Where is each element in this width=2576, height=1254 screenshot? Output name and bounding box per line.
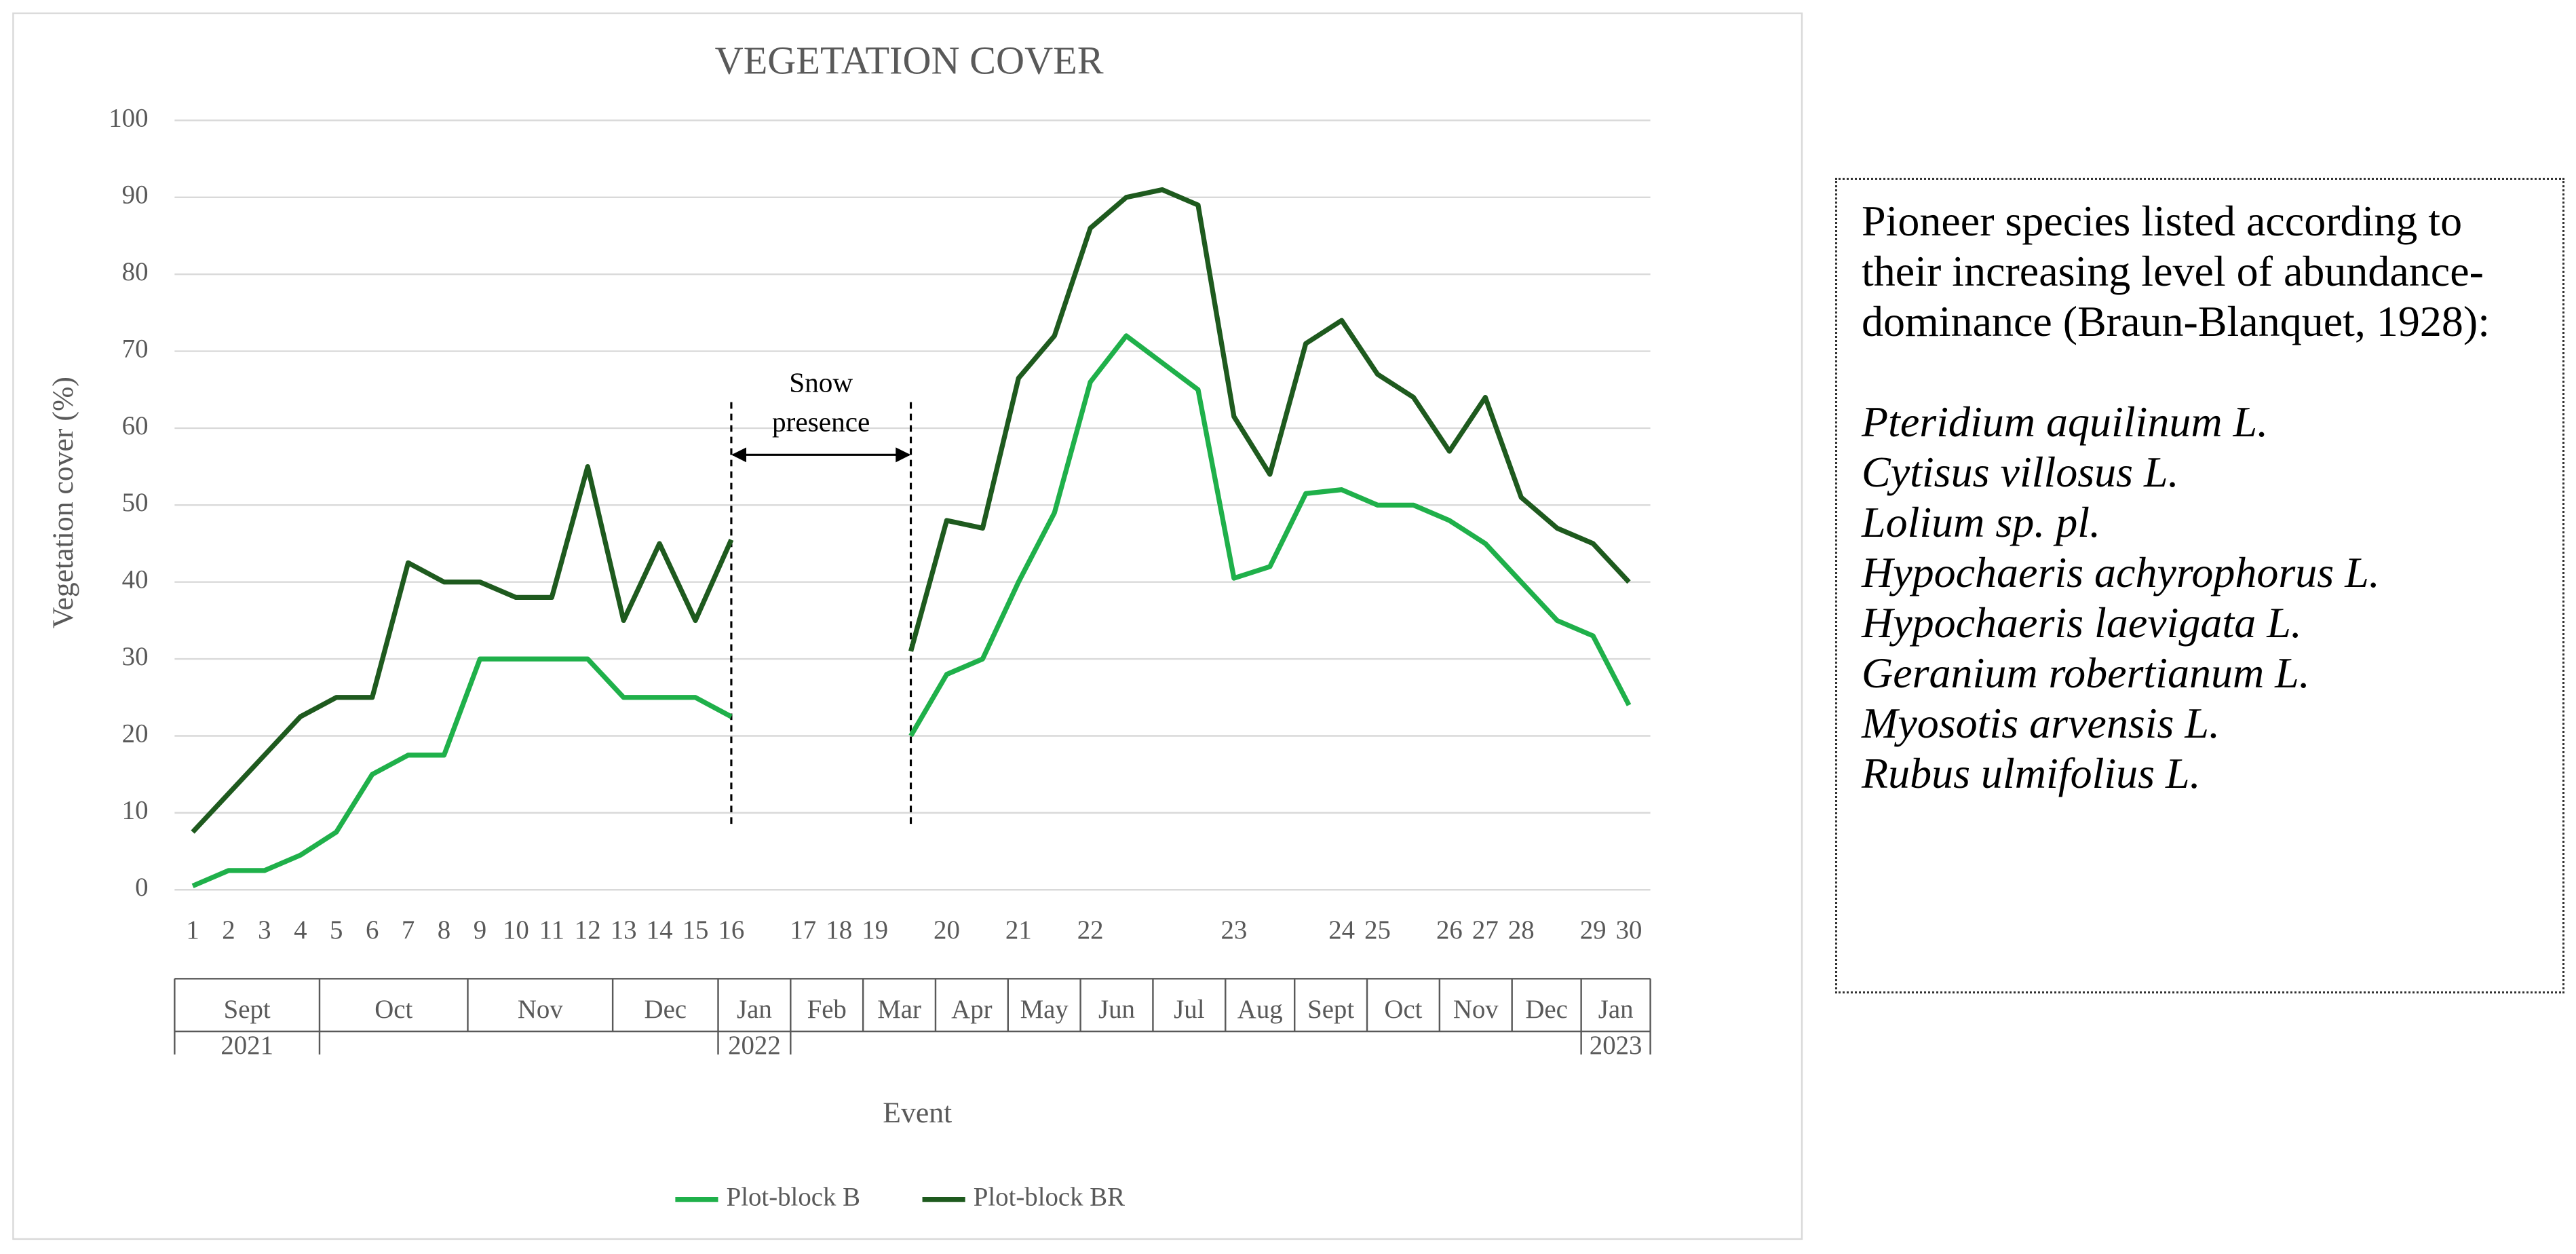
x-tick-label: 20 (934, 915, 960, 945)
y-axis-label: Vegetation cover (%) (47, 377, 79, 628)
month-label: Apr (951, 995, 992, 1024)
species-name: Cytisus villosus L. (1862, 448, 2179, 496)
month-label: May (1020, 995, 1069, 1024)
x-tick-label: 13 (611, 915, 637, 945)
month-label: Mar (877, 995, 921, 1024)
chart-title: VEGETATION COVER (715, 38, 1104, 82)
species-name: Lolium sp. pl. (1862, 498, 2101, 546)
y-tick-label: 60 (122, 411, 149, 440)
chart-frame (12, 12, 1803, 1240)
month-label: Jul (1174, 995, 1205, 1024)
x-tick-label: 29 (1580, 915, 1607, 945)
x-tick-label: 1 (186, 915, 199, 945)
species-name: Myosotis arvensis L. (1862, 699, 2220, 747)
month-label: Aug (1237, 995, 1283, 1024)
x-tick-label: 3 (258, 915, 271, 945)
annotation-line: Snow (789, 367, 853, 398)
annotation: Snow presence (772, 367, 870, 438)
x-tick-label: 30 (1616, 915, 1642, 945)
x-tick-label: 7 (402, 915, 415, 945)
x-tick-label: 2 (222, 915, 235, 945)
year-label: 2021 (220, 1031, 273, 1060)
x-tick-label: 10 (503, 915, 529, 945)
x-tick-label: 4 (294, 915, 307, 945)
x-axis-label: Event (883, 1097, 952, 1129)
series-line (191, 656, 733, 888)
x-tick-label: 19 (862, 915, 888, 945)
x-tick-label: 6 (366, 915, 379, 945)
x-tick-label: 9 (474, 915, 486, 945)
legend-label: Plot-block B (727, 1183, 860, 1212)
y-tick-label: 0 (135, 873, 148, 902)
y-tick-label: 10 (122, 796, 149, 825)
month-label: Nov (1453, 995, 1499, 1024)
species-name: Hypochaeris laevigata L. (1862, 598, 2302, 647)
series-line (908, 187, 1631, 652)
month-label: Jan (737, 995, 772, 1024)
x-tick-label: 23 (1220, 915, 1247, 945)
x-tick-label: 24 (1328, 915, 1355, 945)
x-tick-label: 17 (790, 915, 816, 945)
x-tick-label: 15 (683, 915, 709, 945)
month-label: Oct (374, 995, 412, 1024)
x-tick-label: 26 (1436, 915, 1463, 945)
y-tick-label: 70 (122, 335, 149, 364)
month-label: Dec (1525, 995, 1568, 1024)
species-note: Pioneer species listed according to thei… (1835, 178, 2564, 993)
y-tick-label: 20 (122, 719, 149, 748)
x-tick-label: 28 (1508, 915, 1535, 945)
x-tick-label: 8 (438, 915, 450, 945)
month-label: Sept (224, 995, 271, 1024)
x-tick-label: 14 (647, 915, 673, 945)
y-tick-label: 50 (122, 488, 149, 517)
x-tick-label: 5 (330, 915, 343, 945)
x-tick-label: 16 (718, 915, 745, 945)
species-name: Pteridium aquilinum L. (1862, 398, 2269, 446)
year-label: 2022 (728, 1031, 781, 1060)
species-name: Rubus ulmifolius L. (1862, 749, 2201, 797)
x-tick-label: 11 (539, 915, 564, 945)
x-tick-label: 22 (1077, 915, 1104, 945)
legend-label: Plot-block BR (974, 1183, 1125, 1212)
month-label: Nov (518, 995, 563, 1024)
species-name: Hypochaeris achyrophorus L. (1862, 548, 2380, 596)
month-label: Jan (1598, 995, 1634, 1024)
month-label: Jun (1098, 995, 1135, 1024)
x-tick-label: 25 (1364, 915, 1391, 945)
month-label: Oct (1384, 995, 1422, 1024)
species-name: Geranium robertianum L. (1862, 649, 2310, 697)
y-tick-label: 30 (122, 642, 149, 671)
month-label: Sept (1307, 995, 1354, 1024)
y-tick-label: 90 (122, 180, 149, 210)
note-heading: Pioneer species listed according to thei… (1862, 197, 2490, 345)
annotation-line: presence (772, 406, 870, 438)
series-line (191, 464, 734, 834)
x-tick-label: 12 (575, 915, 601, 945)
series-line (908, 333, 1632, 738)
x-tick-label: 27 (1472, 915, 1499, 945)
month-label: Dec (645, 995, 687, 1024)
y-tick-label: 100 (109, 103, 148, 132)
year-label: 2023 (1590, 1031, 1642, 1060)
x-tick-label: 18 (826, 915, 852, 945)
y-tick-label: 40 (122, 565, 149, 594)
y-tick-label: 80 (122, 257, 149, 286)
x-tick-label: 21 (1005, 915, 1032, 945)
month-label: Feb (807, 995, 847, 1024)
